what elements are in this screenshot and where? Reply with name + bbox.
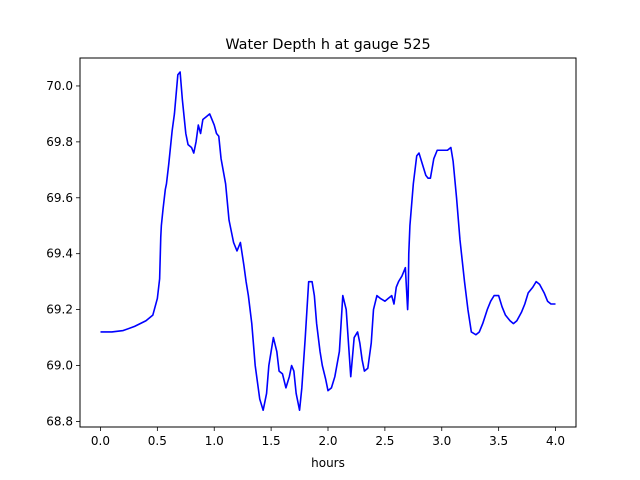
- x-tick-label: 3.5: [489, 434, 508, 448]
- y-axis: 68.8 69.0 69.2 69.4 69.6 69.8 70.0: [46, 79, 80, 428]
- x-tick-label: 4.0: [546, 434, 565, 448]
- x-tick-label: 0.0: [91, 434, 110, 448]
- plot-area: [100, 71, 556, 412]
- y-tick-label: 69.6: [46, 191, 73, 205]
- x-axis-label: hours: [311, 456, 345, 470]
- x-tick-label: 2.5: [375, 434, 394, 448]
- x-tick-label: 3.0: [432, 434, 451, 448]
- x-tick-label: 1.0: [205, 434, 224, 448]
- series-line-0: [100, 71, 556, 412]
- chart-title: Water Depth h at gauge 525: [225, 37, 430, 53]
- x-axis: 0.0 0.5 1.0 1.5 2.0 2.5 3.0 3.5 4.0: [91, 427, 565, 448]
- y-tick-label: 69.4: [46, 247, 73, 261]
- x-tick-label: 0.5: [148, 434, 167, 448]
- x-tick-label: 1.5: [262, 434, 281, 448]
- y-tick-label: 69.0: [46, 359, 73, 373]
- y-tick-label: 70.0: [46, 79, 73, 93]
- y-tick-label: 69.8: [46, 135, 73, 149]
- y-tick-label: 68.8: [46, 414, 73, 428]
- x-tick-label: 2.0: [318, 434, 337, 448]
- y-tick-label: 69.2: [46, 303, 73, 317]
